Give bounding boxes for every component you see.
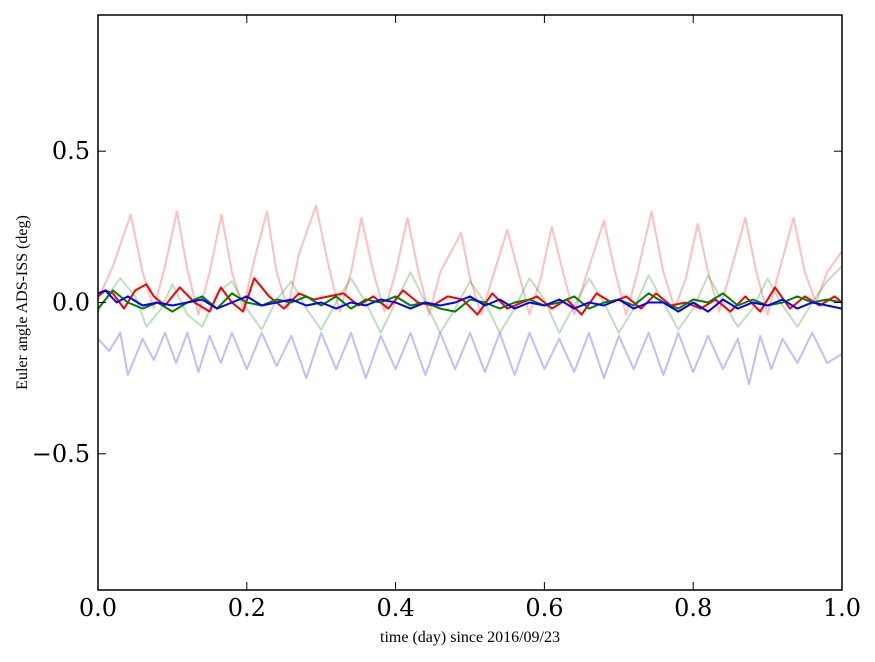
- x-tick-label: 0.4: [377, 594, 415, 622]
- y-tick-label: 0.0: [52, 289, 90, 317]
- x-tick-label: 0.2: [228, 594, 266, 622]
- y-tick-label: −0.5: [32, 440, 90, 468]
- series-line-4: [97, 277, 843, 316]
- series-line-6: [97, 289, 843, 313]
- x-tick-label: 0.8: [674, 594, 712, 622]
- y-axis-label: Euler angle ADS-ISS (deg): [14, 215, 31, 390]
- x-tick-label: 0.0: [79, 594, 117, 622]
- series-line-5: [97, 289, 843, 313]
- x-tick-label: 0.6: [525, 594, 563, 622]
- series-layer: [97, 204, 843, 386]
- axes-layer: 0.0 0.2 0.4 0.6 0.8 1.0 −0.5 0.0 0.5: [32, 14, 861, 622]
- y-tick-label: 0.5: [52, 137, 90, 165]
- series-line-3: [97, 331, 843, 386]
- x-tick-label: 1.0: [823, 594, 861, 622]
- labels-layer: time (day) since 2016/09/23 Euler angle …: [14, 215, 560, 646]
- x-axis-label: time (day) since 2016/09/23: [380, 629, 560, 646]
